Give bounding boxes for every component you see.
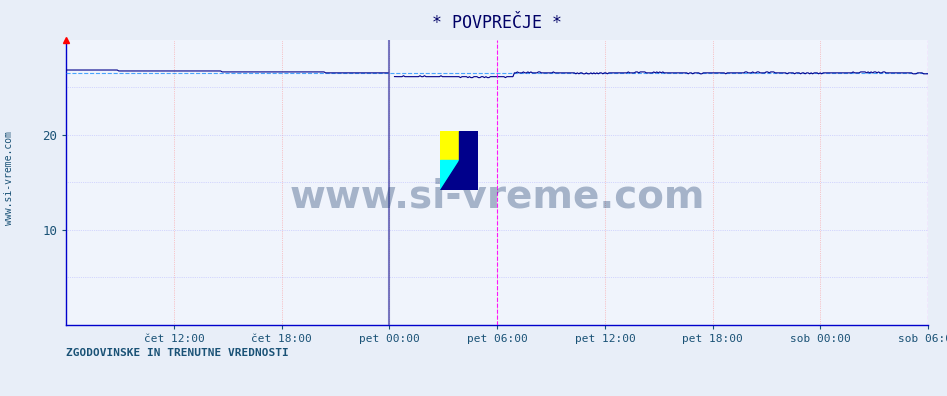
- Polygon shape: [440, 131, 478, 190]
- Bar: [440, 131, 459, 160]
- Title: * POVPREČJE *: * POVPREČJE *: [432, 15, 563, 32]
- Polygon shape: [459, 131, 478, 190]
- Text: www.si-vreme.com: www.si-vreme.com: [290, 177, 705, 215]
- Bar: [440, 160, 459, 190]
- Text: ZGODOVINSKE IN TRENUTNE VREDNOSTI: ZGODOVINSKE IN TRENUTNE VREDNOSTI: [66, 348, 289, 358]
- Text: www.si-vreme.com: www.si-vreme.com: [5, 131, 14, 225]
